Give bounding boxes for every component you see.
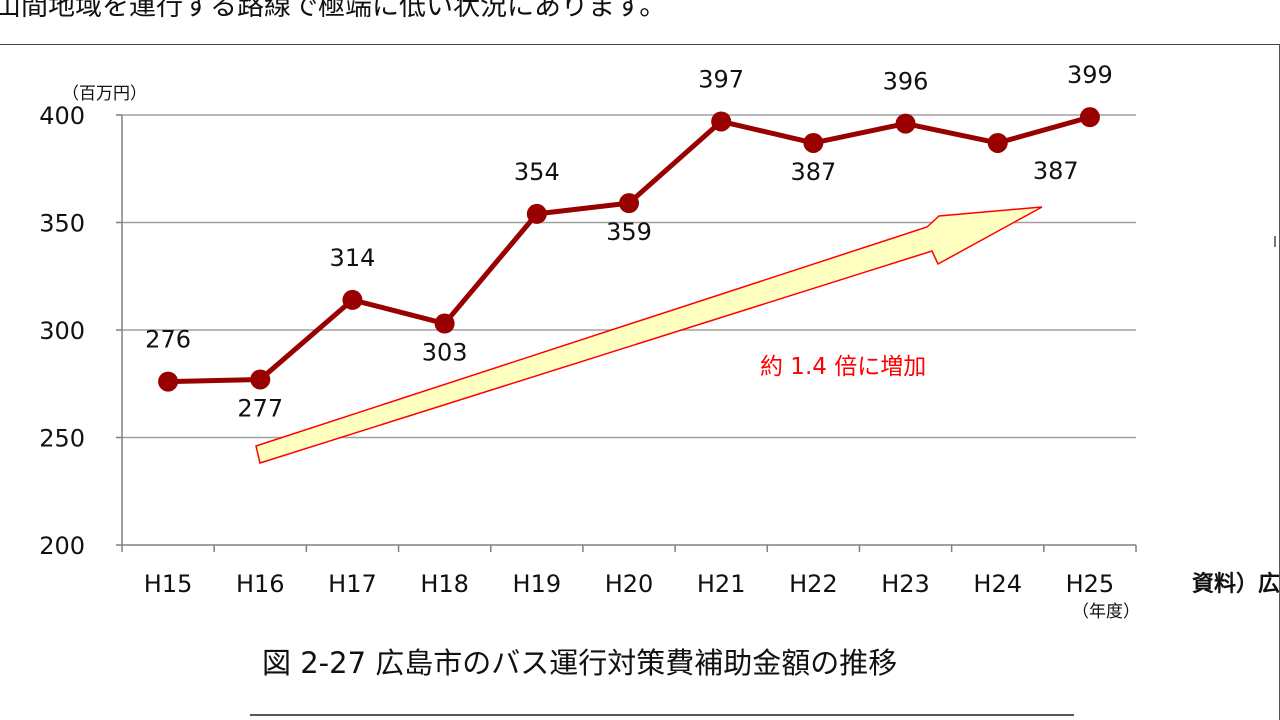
header-text: 山間地域を運行する路線で極端に低い状況にあります。: [0, 0, 667, 22]
data-point: [895, 113, 916, 134]
data-point: [250, 369, 271, 390]
data-label: 387: [790, 158, 836, 186]
increase-arrow: [255, 206, 1043, 464]
line-chart: 200 250 300 350 400 H15 H16 H17 H18 H19 H20 H21 H22 H…: [39, 61, 1140, 622]
data-label: 354: [514, 158, 560, 186]
data-point: [711, 111, 732, 132]
data-point: [342, 289, 363, 310]
x-tick-label: H21: [697, 570, 746, 598]
header-divider: [0, 44, 1280, 45]
x-axis-unit-label: （年度）: [1072, 602, 1140, 622]
data-label: 303: [422, 339, 468, 367]
data-point: [619, 193, 639, 214]
y-tick-label: 350: [39, 210, 85, 238]
axes: 200 250 300 350 400 H15 H16 H17 H18 H19 H20 H21 H22 H…: [39, 102, 1137, 598]
x-tick-label: H23: [881, 570, 930, 598]
x-tick-label: H19: [513, 570, 562, 598]
data-label: 314: [330, 244, 376, 272]
annotation-label: 約 1.4 倍に増加: [760, 354, 926, 380]
data-label: 396: [883, 68, 929, 96]
footer-divider: [250, 714, 1074, 716]
x-tick-label: H25: [1066, 570, 1115, 598]
x-tick-label: H22: [789, 570, 838, 598]
series: 276 277 314 303 354 359 397 387 396 387 399: [145, 61, 1113, 422]
gridlines: [122, 114, 1136, 439]
data-point: [526, 203, 547, 224]
data-point: [803, 132, 824, 153]
data-label: 359: [606, 218, 652, 246]
x-tick-label: H20: [605, 570, 654, 598]
y-tick-label: 200: [39, 532, 85, 560]
data-point: [434, 313, 455, 334]
figure-caption: 図 2-27 広島市のバス運行対策費補助金額の推移: [262, 646, 898, 680]
y-tick-label: 300: [39, 317, 85, 345]
data-label: 387: [1033, 157, 1079, 185]
data-point: [1079, 107, 1100, 128]
x-tick-label: H16: [236, 570, 285, 598]
data-label: 397: [698, 65, 744, 93]
y-tick-label: 250: [39, 425, 85, 453]
data-point: [987, 132, 1008, 153]
data-label: 276: [145, 326, 191, 354]
data-point: [158, 371, 179, 392]
x-tick-label: H18: [420, 570, 469, 598]
data-label: 277: [237, 394, 283, 422]
source-label: 資料）広: [1192, 572, 1280, 597]
x-tick-label: H24: [973, 570, 1022, 598]
x-tick-label: H15: [144, 570, 193, 598]
y-tick-label: 400: [39, 102, 85, 130]
y-axis-unit-label: （百万円）: [62, 84, 147, 104]
x-tick-label: H17: [328, 570, 377, 598]
data-label: 399: [1067, 61, 1113, 89]
page-right-mark: [1274, 236, 1276, 247]
